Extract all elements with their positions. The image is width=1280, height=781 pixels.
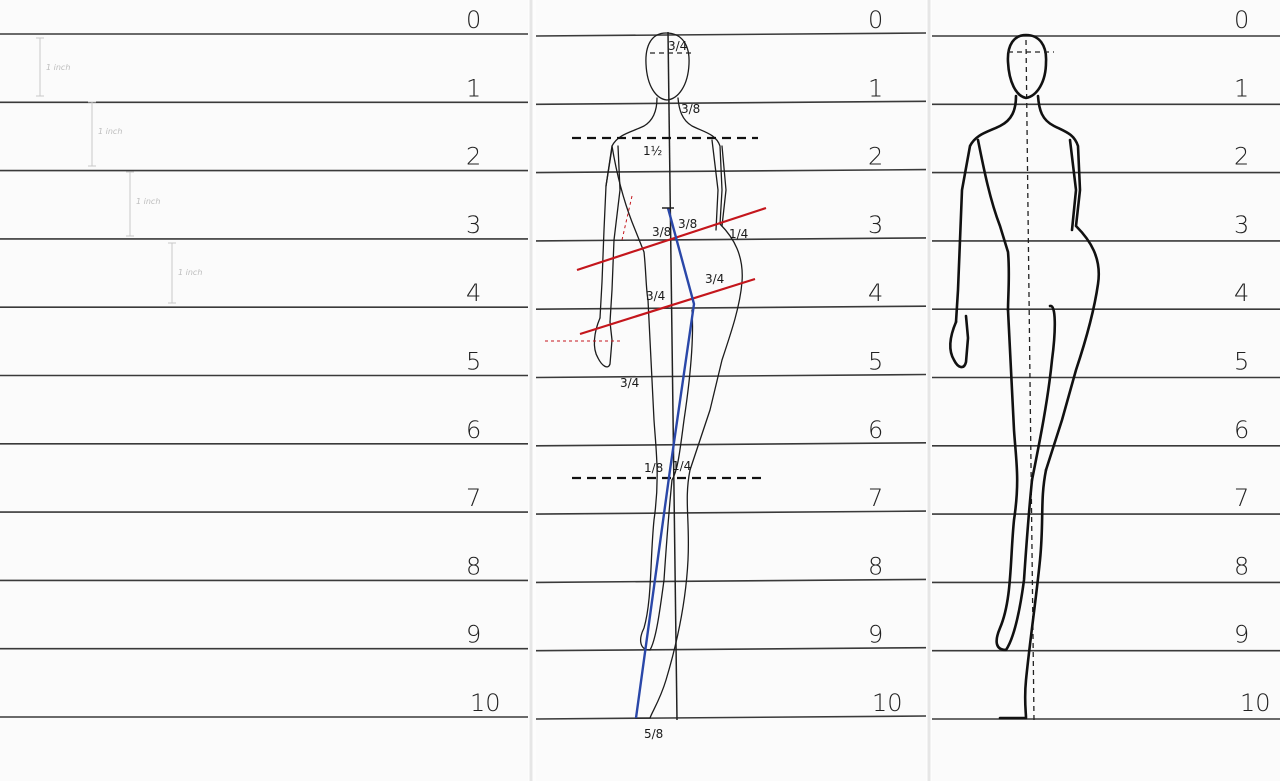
head-unit-number: 4: [1234, 279, 1249, 307]
torso-left-side: [611, 145, 649, 301]
ruled-line: [535, 646, 927, 652]
inch-label-2: 1 inch: [98, 127, 122, 136]
head-unit-number: 7: [868, 484, 883, 512]
ann-neck: 3/8: [681, 102, 700, 116]
head-unit-number: 2: [868, 143, 883, 171]
head-outline: [645, 32, 690, 101]
head-unit-number: 2: [1234, 143, 1249, 171]
ruled-line: [535, 168, 927, 174]
ann-foot: 5/8: [644, 727, 663, 741]
ann-hand: 3/4: [620, 376, 639, 390]
head-unit-number: 6: [466, 416, 481, 444]
hip-tilt-line: [579, 277, 756, 336]
head-unit-number: 10: [470, 689, 501, 717]
finished-inner-leg: [1030, 304, 1057, 482]
head-unit-number: 0: [1234, 6, 1249, 34]
finished-head: [1006, 33, 1048, 100]
shoulder-tilt-line: [576, 206, 767, 272]
head-unit-number: 8: [868, 552, 883, 580]
head-unit-number: 1: [1234, 74, 1249, 102]
finished-left-leg: [995, 308, 1034, 652]
inch-markers: 1 inch 1 inch 1 inch 1 inch: [36, 37, 202, 304]
head-unit-number: 9: [466, 621, 481, 649]
ann-hip-right: 3/4: [705, 272, 724, 286]
head-unit-number: 5: [868, 348, 883, 376]
finished-right-leg: [998, 468, 1048, 720]
ann-head: 3/4: [668, 39, 687, 53]
head-unit-number: 9: [1234, 621, 1249, 649]
finished-right-arm: [1068, 138, 1078, 232]
head-unit-number: 0: [466, 6, 481, 34]
finished-left-contour: [954, 94, 1018, 324]
ann-bust-right: 3/8: [678, 217, 697, 231]
head-unit-number: 2: [466, 143, 481, 171]
finished-hand: [949, 314, 970, 369]
head-unit-number: 3: [868, 211, 883, 239]
head-unit-number: 5: [1234, 348, 1249, 376]
head-unit-number: 1: [466, 74, 481, 102]
middle-panel: [536, 0, 926, 781]
head-unit-number: 4: [868, 279, 883, 307]
left-leg: [639, 299, 673, 651]
construction-figure: [545, 31, 767, 721]
left-hand: [593, 317, 613, 368]
right-arm: [711, 139, 727, 231]
ruled-line: [535, 442, 927, 447]
ann-shoulder: 1½: [643, 144, 662, 158]
finished-right-contour: [1036, 94, 1101, 472]
left-arm: [605, 145, 621, 323]
head-unit-number: 9: [868, 621, 883, 649]
ruled-line: [535, 715, 927, 720]
head-unit-number: 0: [868, 6, 883, 34]
head-unit-number: 5: [466, 348, 481, 376]
waist-guide: [621, 195, 633, 241]
ruled-line: [535, 578, 927, 584]
ann-bust-left: 3/8: [652, 225, 671, 239]
ruled-line: [535, 373, 927, 379]
head-unit-number: 7: [1234, 484, 1249, 512]
inch-label-1: 1 inch: [46, 63, 70, 72]
head-unit-number: 10: [1240, 689, 1271, 717]
ann-knee-left: 1/8: [644, 461, 663, 475]
right-leg: [635, 469, 691, 719]
head-unit-number: 10: [872, 689, 903, 717]
inch-label-3: 1 inch: [136, 197, 160, 206]
right-panel: [932, 0, 1280, 781]
proportion-annotations: 3/4 3/8 1½ 3/8 3/8 1/4 3/4 3/4 3/4 1/8 1…: [620, 39, 748, 741]
ann-hip-left: 3/4: [646, 289, 665, 303]
left-panel: [0, 0, 528, 781]
ruled-line: [535, 100, 927, 106]
balance-line: [634, 207, 696, 719]
ann-knee-right: 1/4: [672, 459, 691, 473]
ruled-line: [535, 237, 927, 242]
inch-label-4: 1 inch: [178, 268, 202, 277]
head-unit-number: 6: [868, 416, 883, 444]
head-unit-number: 6: [1234, 416, 1249, 444]
head-unit-number: 3: [1234, 211, 1249, 239]
finished-figure: [949, 33, 1101, 721]
head-unit-number: 3: [466, 211, 481, 239]
center-line: [667, 31, 678, 721]
head-unit-number: 8: [466, 552, 481, 580]
ruled-line: [535, 32, 927, 37]
inner-right-leg: [671, 309, 694, 481]
head-unit-number: 8: [1234, 552, 1249, 580]
head-unit-number: 7: [466, 484, 481, 512]
head-unit-number: 4: [466, 279, 481, 307]
ruled-lines: [0, 32, 1280, 720]
finished-torso: [976, 138, 1011, 312]
ann-waist-right: 1/4: [729, 227, 748, 241]
ruled-line: [535, 510, 927, 515]
head-unit-numbers: 0 1 2 3 4 5 6 7 8 9 10 0 1 2 3 4 5 6 7 8 9 10 0 1 2 3 4 5 6 7 8 9 10: [466, 6, 1271, 717]
head-unit-number: 1: [868, 74, 883, 102]
